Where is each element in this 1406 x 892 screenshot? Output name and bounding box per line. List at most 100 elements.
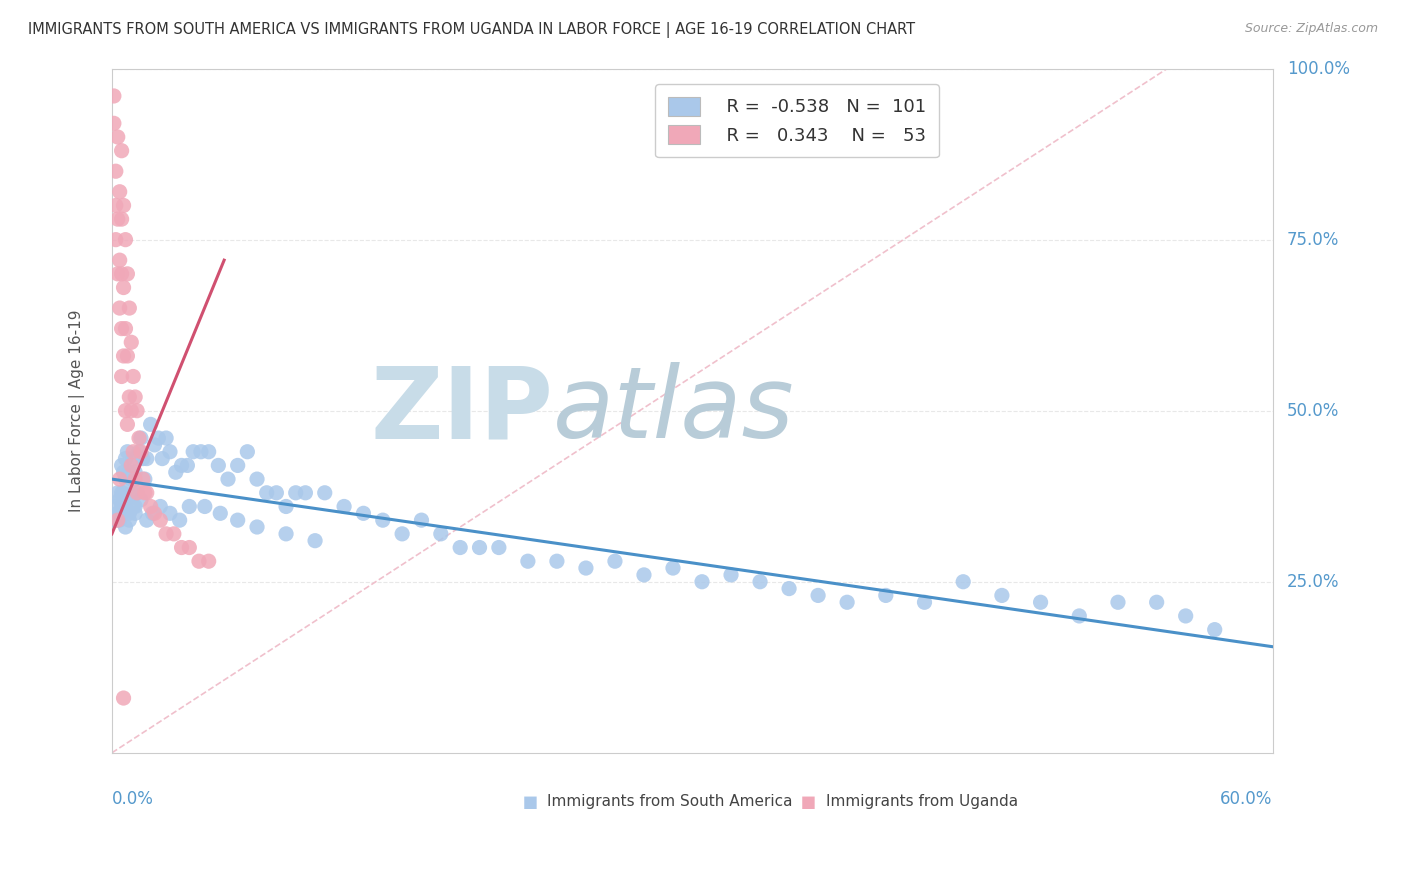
Point [516,554,538,568]
Point [197,444,219,458]
Point [226,513,249,527]
Text: Immigrants from Uganda: Immigrants from Uganda [825,794,1018,809]
Point [104,164,127,178]
Point [112,349,135,363]
Point [139,500,162,514]
Point [110,485,132,500]
Point [176,458,198,473]
Point [274,526,297,541]
Point [110,267,132,281]
Point [120,472,142,486]
Point [114,472,136,486]
Point [120,403,142,417]
Point [118,390,141,404]
Text: atlas: atlas [553,362,794,459]
Point [112,485,135,500]
Point [314,485,336,500]
Text: 50.0%: 50.0% [1286,401,1339,420]
Point [430,526,453,541]
Point [371,513,394,527]
Text: 100.0%: 100.0% [1286,60,1350,78]
Point [720,568,742,582]
Point [134,472,156,486]
Point [107,513,129,527]
Point [256,485,278,500]
Point [108,301,131,315]
Point [117,492,139,507]
Point [114,451,136,466]
Point [107,130,129,145]
Point [411,513,433,527]
Point [103,116,125,130]
Point [575,561,598,575]
Point [1204,623,1226,637]
Point [333,500,356,514]
Point [662,561,685,575]
Point [104,233,127,247]
Point [952,574,974,589]
Point [197,554,219,568]
Point [104,198,127,212]
Point [304,533,326,548]
Point [129,444,152,458]
Point [217,472,239,486]
Point [110,321,132,335]
Point [179,541,201,555]
Point [134,485,156,500]
Point [108,253,131,268]
Text: ▪: ▪ [522,790,538,814]
Point [1069,609,1091,624]
Point [294,485,316,500]
Point [914,595,936,609]
Point [488,541,510,555]
Point [125,485,148,500]
Point [114,233,136,247]
Point [107,212,129,227]
Point [124,500,146,514]
Point [120,335,142,350]
Point [110,506,132,520]
Point [1146,595,1168,609]
Point [266,485,288,500]
Point [284,485,307,500]
Point [110,500,132,514]
Point [135,451,157,466]
Point [114,500,136,514]
Point [103,89,125,103]
Point [112,198,135,212]
Point [122,500,145,514]
Point [159,506,181,520]
Point [108,472,131,486]
Point [117,349,139,363]
Point [1174,609,1197,624]
Point [122,451,145,466]
Point [159,444,181,458]
Text: In Labor Force | Age 16-19: In Labor Force | Age 16-19 [69,310,86,512]
Point [633,568,655,582]
Point [104,513,127,527]
Point [125,403,148,417]
Point [1107,595,1129,609]
Point [170,458,193,473]
Point [110,212,132,227]
Point [143,506,166,520]
Point [150,451,173,466]
Point [112,280,135,294]
Point [108,513,131,527]
Point [209,506,232,520]
Point [148,431,170,445]
Point [246,472,269,486]
Point [124,506,146,520]
Point [108,185,131,199]
Point [149,500,172,514]
Text: Immigrants from South America: Immigrants from South America [547,794,793,809]
Point [110,458,132,473]
Point [114,321,136,335]
Point [120,485,142,500]
Point [112,691,135,706]
Point [114,403,136,417]
Text: IMMIGRANTS FROM SOUTH AMERICA VS IMMIGRANTS FROM UGANDA IN LABOR FORCE | AGE 16-: IMMIGRANTS FROM SOUTH AMERICA VS IMMIGRA… [28,22,915,38]
Point [120,458,142,473]
Point [122,444,145,458]
Point [108,492,131,507]
